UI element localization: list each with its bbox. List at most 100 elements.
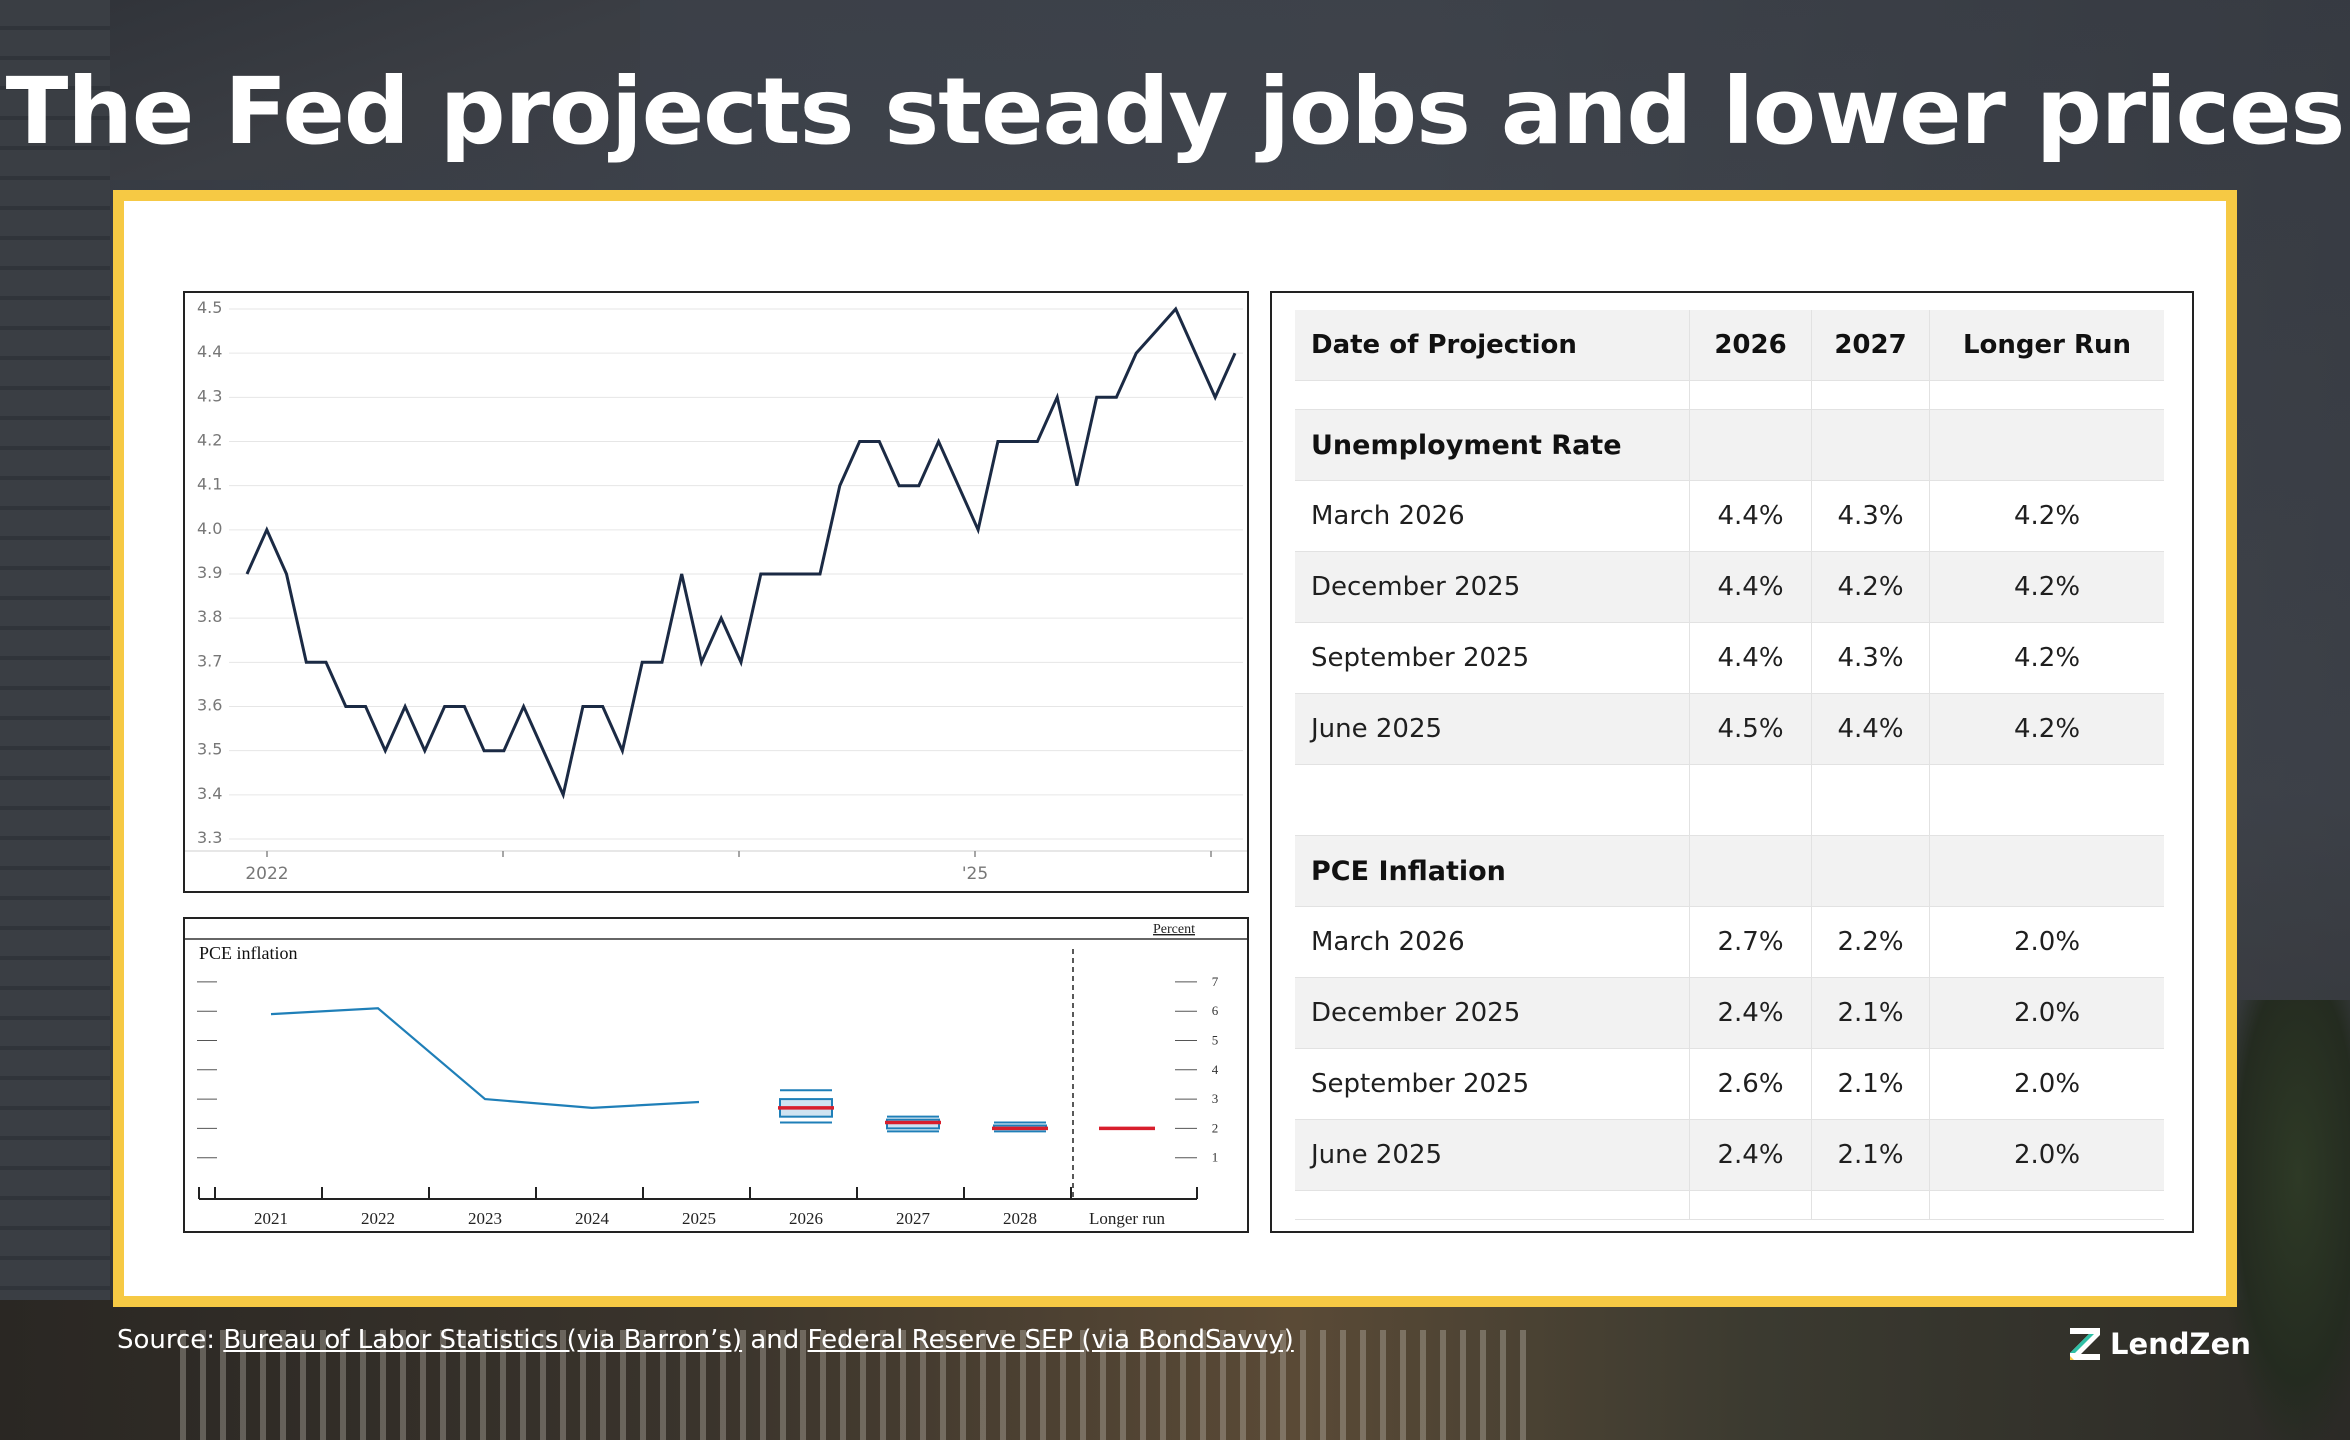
pce-x-tick-label: 2026: [789, 1209, 823, 1228]
source-link-bls[interactable]: Bureau of Labor Statistics (via Barron’s…: [223, 1325, 743, 1355]
table-cell: 4.2%: [2013, 572, 2081, 602]
content-panel: 4.5 4.4 4.3 4.2 4.1 4.0 3.9 3.8 3.7 3.6 3.5 3.4 3.3 2…: [113, 190, 2237, 1307]
table-cell: 2.4%: [1690, 978, 1812, 1048]
y-tick-label: 4.1: [197, 475, 222, 494]
pce-history-line: [270, 1007, 700, 1110]
table-header-row: Date of Projection 2026 2027 Longer Run: [1295, 310, 2164, 381]
table-cell: 4.3%: [1812, 481, 1930, 551]
table-cell: 2.0%: [2013, 1140, 2081, 1170]
pce-x-tick-label: 2024: [575, 1209, 610, 1228]
table-row: March 2026 4.4% 4.3% 4.2%: [1295, 481, 2164, 552]
table-cell: June 2025: [1295, 1120, 1690, 1190]
table-cell: 4.2%: [2013, 501, 2081, 531]
table-cell: 4.2%: [2013, 714, 2081, 744]
table-cell: [1690, 410, 1812, 480]
y-tick-label: 3.6: [197, 696, 222, 715]
table-cell: [1812, 1191, 1930, 1219]
table-cell: [1690, 381, 1812, 409]
lendzen-logo-text: LendZen: [2110, 1327, 2251, 1361]
page-title: The Fed projects steady jobs and lower p…: [5, 58, 2346, 165]
pce-x-tick-label: 2022: [361, 1209, 395, 1228]
pce-x-tick-label: 2027: [896, 1209, 931, 1228]
pce-chart-title: PCE inflation: [199, 943, 298, 963]
pce-y-tick-label: 3: [1212, 1091, 1219, 1106]
table-cell: 2.6%: [1690, 1049, 1812, 1119]
table-row: June 2025 2.4% 2.1% 2.0%: [1295, 1120, 2164, 1191]
y-tick-label: 4.2: [197, 431, 222, 450]
y-tick-label: 3.4: [197, 784, 222, 803]
table-cell: September 2025: [1295, 623, 1690, 693]
source-link-fed[interactable]: Federal Reserve SEP (via BondSavvy): [807, 1325, 1294, 1355]
background-fence: [180, 1330, 1530, 1440]
unemployment-chart: 4.5 4.4 4.3 4.2 4.1 4.0 3.9 3.8 3.7 3.6 3.5 3.4 3.3 2…: [183, 291, 1249, 893]
table-cell: 4.4%: [1812, 694, 1930, 764]
table-cell: 2027: [1812, 310, 1930, 380]
table-cell: Unemployment Rate: [1295, 410, 1690, 480]
table-cell: March 2026: [1295, 907, 1690, 977]
lendzen-z-icon: [2070, 1328, 2100, 1360]
table-cell: [1690, 765, 1812, 835]
table-cell: [1930, 1191, 2164, 1219]
table-row: June 2025 4.5% 4.4% 4.2%: [1295, 694, 2164, 765]
pce-y-tick-label: 4: [1212, 1062, 1219, 1077]
source-line: Source: Bureau of Labor Statistics (via …: [117, 1325, 1294, 1355]
table-cell: 2.1%: [1812, 1049, 1930, 1119]
table-cell: [1690, 1191, 1812, 1219]
y-tick-label: 3.8: [197, 607, 222, 626]
table-cell: [1295, 765, 1690, 835]
pce-x-tick-label: 2025: [682, 1209, 716, 1228]
table-section-pce: PCE Inflation: [1295, 836, 2164, 907]
table-row: September 2025 4.4% 4.3% 4.2%: [1295, 623, 2164, 694]
pce-y-tick-label: 2: [1212, 1120, 1219, 1135]
pce-x-tick-label: 2023: [468, 1209, 502, 1228]
background-house-siding: [0, 0, 110, 1440]
table-cell: [1812, 410, 1930, 480]
table-section-unemployment: Unemployment Rate: [1295, 410, 2164, 481]
table-cell: 4.4%: [1690, 623, 1812, 693]
table-cell: 4.3%: [1812, 623, 1930, 693]
table-cell: 2.2%: [1812, 907, 1930, 977]
pce-y-tick-label: 6: [1212, 1003, 1219, 1018]
y-tick-label: 4.4: [197, 342, 222, 361]
table-spacer-row: [1295, 381, 2164, 410]
table-row: December 2025 2.4% 2.1% 2.0%: [1295, 978, 2164, 1049]
table-cell: 4.5%: [1690, 694, 1812, 764]
table-cell: PCE Inflation: [1295, 836, 1690, 906]
table-spacer-row: [1295, 1191, 2164, 1220]
table-cell: 2.1%: [1812, 978, 1930, 1048]
table-cell: 2.0%: [2013, 1069, 2081, 1099]
table-cell: [1690, 836, 1812, 906]
table-cell: March 2026: [1295, 481, 1690, 551]
table-cell: [1930, 410, 2164, 480]
table-cell: 4.4%: [1690, 481, 1812, 551]
pce-inflation-chart: Percent PCE inflation 7 6 5 4 3 2 1 2021 2022 2023 2…: [183, 917, 1249, 1233]
x-tick-label: 2022: [245, 864, 288, 884]
table-cell: September 2025: [1295, 1049, 1690, 1119]
pce-x-tick-label: Longer run: [1089, 1209, 1166, 1228]
table-cell: [1812, 381, 1930, 409]
table-cell: 4.2%: [1812, 552, 1930, 622]
pce-x-tick-label: 2021: [254, 1209, 288, 1228]
source-prefix: Source:: [117, 1325, 224, 1355]
y-tick-label: 3.5: [197, 740, 222, 759]
table-cell: [1930, 836, 2164, 906]
table-cell: 2.0%: [2013, 927, 2081, 957]
x-tick-label: '25: [962, 864, 988, 884]
table-cell: 4.2%: [2013, 643, 2081, 673]
table-row: September 2025 2.6% 2.1% 2.0%: [1295, 1049, 2164, 1120]
table-cell: 2.7%: [1690, 907, 1812, 977]
table-cell: 2026: [1690, 310, 1812, 380]
projections-table: Date of Projection 2026 2027 Longer Run Unem…: [1270, 291, 2194, 1233]
table-cell: [1930, 765, 2164, 835]
table-cell: 2.0%: [2013, 998, 2081, 1028]
table-cell: [1930, 381, 2164, 409]
table-cell: [1812, 765, 1930, 835]
y-tick-label: 4.0: [197, 519, 222, 538]
table-cell: 4.4%: [1690, 552, 1812, 622]
y-tick-label: 3.7: [197, 651, 222, 670]
table-cell: 2.4%: [1690, 1120, 1812, 1190]
table-spacer-row: [1295, 765, 2164, 836]
background-street: [0, 1300, 2350, 1440]
unemployment-series-line: [245, 306, 1237, 800]
y-tick-label: 3.9: [197, 563, 222, 582]
